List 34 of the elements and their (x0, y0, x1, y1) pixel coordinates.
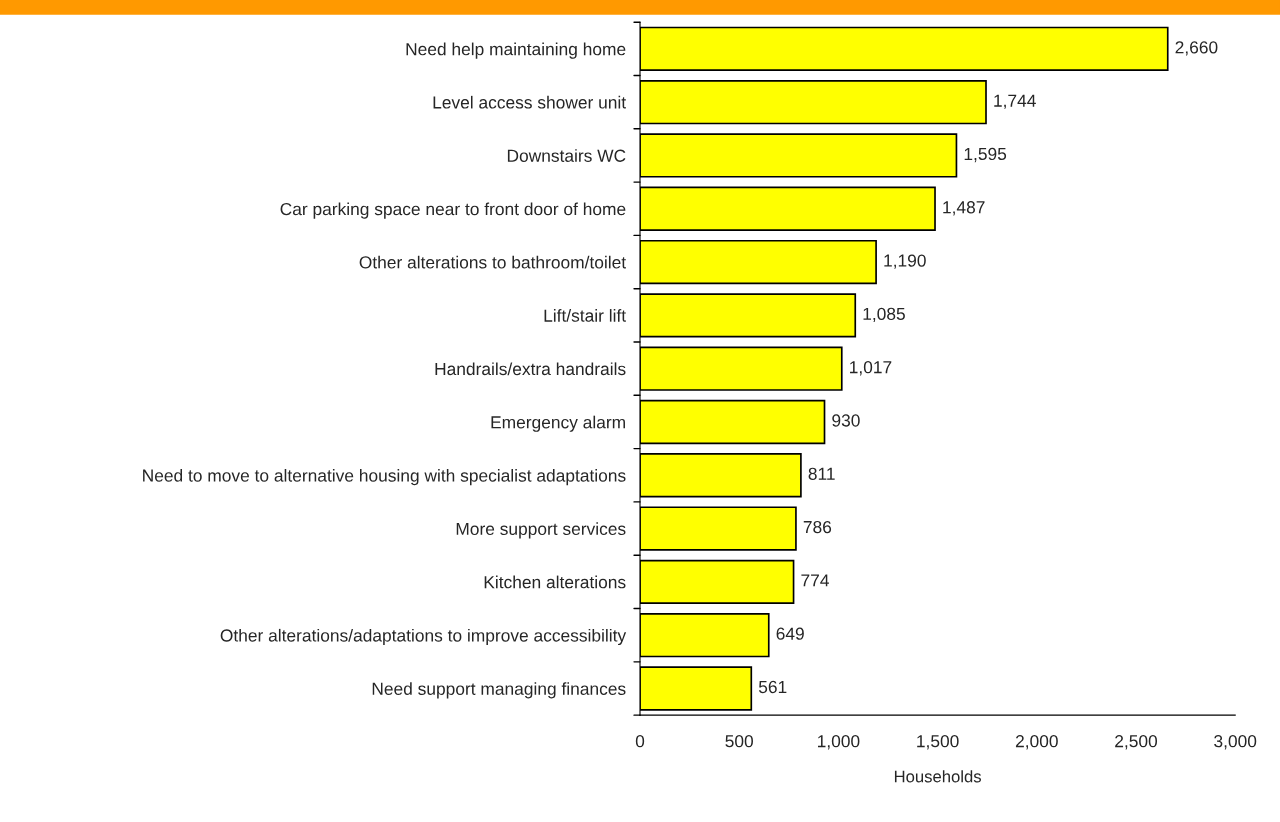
y-tick-label: Car parking space near to front door of home (280, 202, 626, 219)
x-tick-label: 1,000 (818, 735, 860, 750)
data-label: 786 (803, 520, 832, 534)
y-tick-label: Lift/stair lift (544, 309, 626, 322)
y-tick-label: Need to move to alternative housing with specialist adaptations (143, 468, 626, 486)
data-label: 2,660 (1175, 41, 1218, 56)
y-tick-label: Other alterations/adaptations to improve accessibility (220, 628, 627, 646)
y-tick-label: Other alterations to bathroom/toilet (359, 255, 626, 269)
data-label: 1,487 (943, 201, 985, 216)
x-tick-label: 500 (725, 735, 754, 748)
y-tick-label: More support services (456, 522, 626, 539)
y-tick-label: Level access shower unit (433, 95, 626, 109)
x-tick-label: 1,500 (917, 735, 959, 750)
y-tick-label: Emergency alarm (491, 415, 625, 432)
x-tick-label: 2,000 (1015, 735, 1058, 750)
data-label: 774 (801, 574, 829, 587)
y-tick-label: Need help maintaining home (406, 42, 626, 59)
y-tick-label: Need support managing finances (372, 682, 626, 699)
data-label: 1,017 (850, 361, 892, 376)
x-tick-label: 2,500 (1115, 735, 1158, 750)
data-label: 811 (808, 467, 835, 480)
data-label: 1,085 (863, 307, 905, 323)
data-label: 649 (776, 627, 804, 640)
data-label: 1,595 (964, 147, 1007, 163)
x-axis-title: Households (894, 770, 982, 783)
data-label: 561 (758, 680, 787, 694)
x-tick-label: 3,000 (1214, 735, 1257, 750)
x-tick-label: 0 (635, 735, 645, 748)
data-label: 930 (832, 414, 860, 427)
y-tick-label: Handrails/extra handrails (435, 362, 626, 376)
data-label: 1,744 (994, 94, 1036, 109)
y-tick-label: Downstairs WC (507, 149, 626, 162)
y-tick-label: Kitchen alterations (484, 575, 626, 589)
data-label: 1,190 (884, 254, 926, 269)
